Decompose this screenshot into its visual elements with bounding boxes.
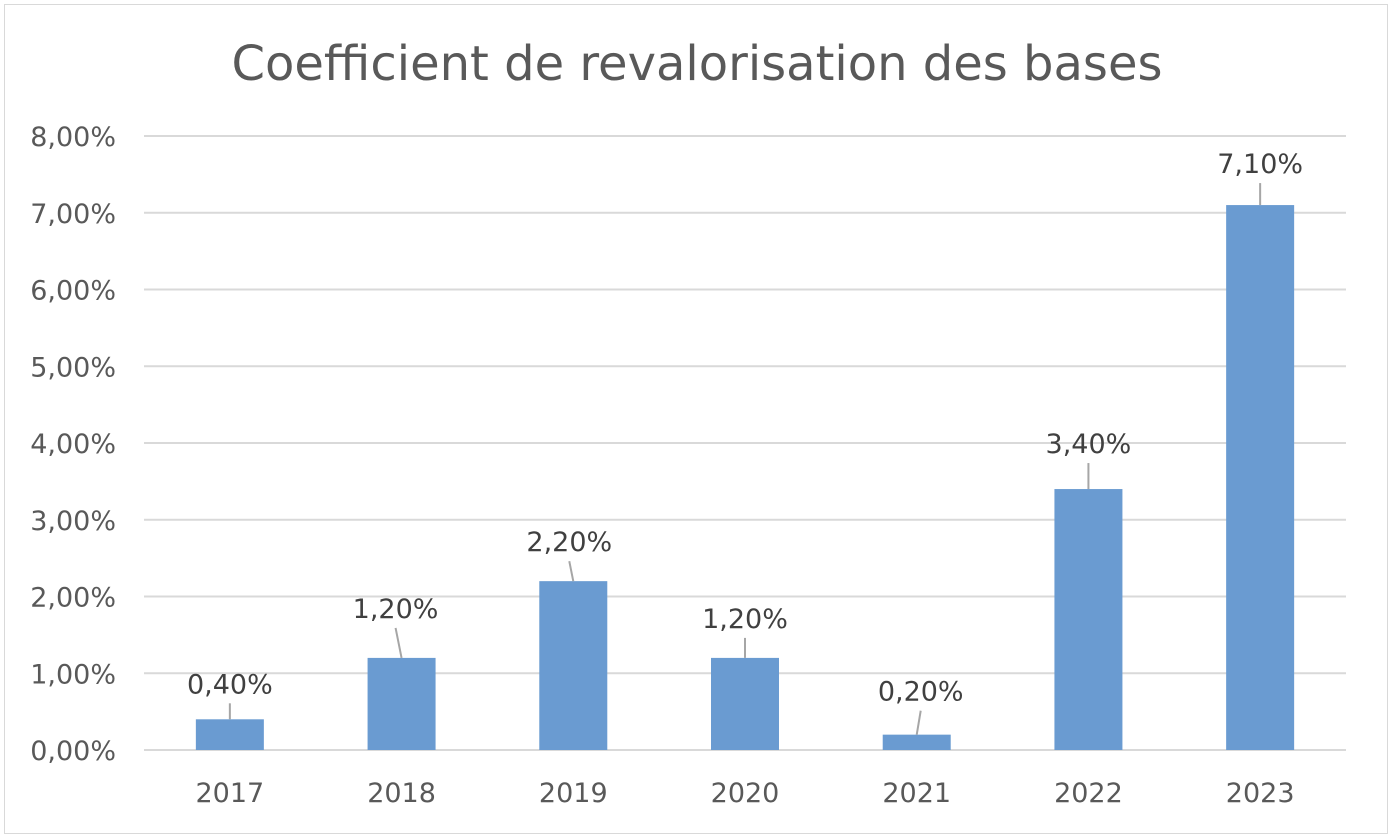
x-tick-label: 2022 xyxy=(1054,778,1123,809)
data-labels: 0,40% 1,20% 2,20% 1,20% 0,20% 3,40% 7,10% xyxy=(187,149,1303,708)
y-tick-label: 4,00% xyxy=(30,429,116,460)
leader-line xyxy=(917,711,921,735)
data-label-2021: 0,20% xyxy=(878,677,964,708)
bar-2022 xyxy=(1054,489,1122,750)
x-tick-label: 2017 xyxy=(195,778,264,809)
y-tick-label: 5,00% xyxy=(30,352,116,383)
y-tick-label: 0,00% xyxy=(30,736,116,767)
x-axis-ticks: 2017 2018 2019 2020 2021 2022 2023 xyxy=(195,778,1294,809)
y-tick-label: 8,00% xyxy=(30,122,116,153)
data-label-2018: 1,20% xyxy=(353,594,439,625)
leader-line xyxy=(569,561,573,581)
data-label-2020: 1,20% xyxy=(702,604,788,635)
bar-chart: 0,00% 1,00% 2,00% 3,00% 4,00% 5,00% 6,00% 7,00%… xyxy=(0,0,1394,840)
bar-2023 xyxy=(1226,205,1294,750)
x-tick-label: 2018 xyxy=(367,778,436,809)
y-tick-label: 6,00% xyxy=(30,276,116,307)
x-tick-label: 2023 xyxy=(1226,778,1295,809)
leader-line xyxy=(396,628,402,658)
bar-2021 xyxy=(883,735,951,750)
y-tick-label: 3,00% xyxy=(30,506,116,537)
y-tick-label: 2,00% xyxy=(30,583,116,614)
bar-2019 xyxy=(539,581,607,750)
x-tick-label: 2020 xyxy=(711,778,780,809)
bars xyxy=(196,205,1294,750)
bar-2020 xyxy=(711,658,779,750)
bar-2018 xyxy=(368,658,436,750)
y-tick-label: 7,00% xyxy=(30,199,116,230)
y-tick-label: 1,00% xyxy=(30,659,116,690)
x-tick-label: 2021 xyxy=(882,778,951,809)
data-label-2017: 0,40% xyxy=(187,669,273,700)
data-label-2023: 7,10% xyxy=(1217,149,1303,180)
data-label-2022: 3,40% xyxy=(1046,429,1132,460)
data-label-2019: 2,20% xyxy=(526,527,612,558)
bar-2017 xyxy=(196,719,264,750)
y-axis-ticks: 0,00% 1,00% 2,00% 3,00% 4,00% 5,00% 6,00% 7,00%… xyxy=(30,122,116,767)
x-tick-label: 2019 xyxy=(539,778,608,809)
